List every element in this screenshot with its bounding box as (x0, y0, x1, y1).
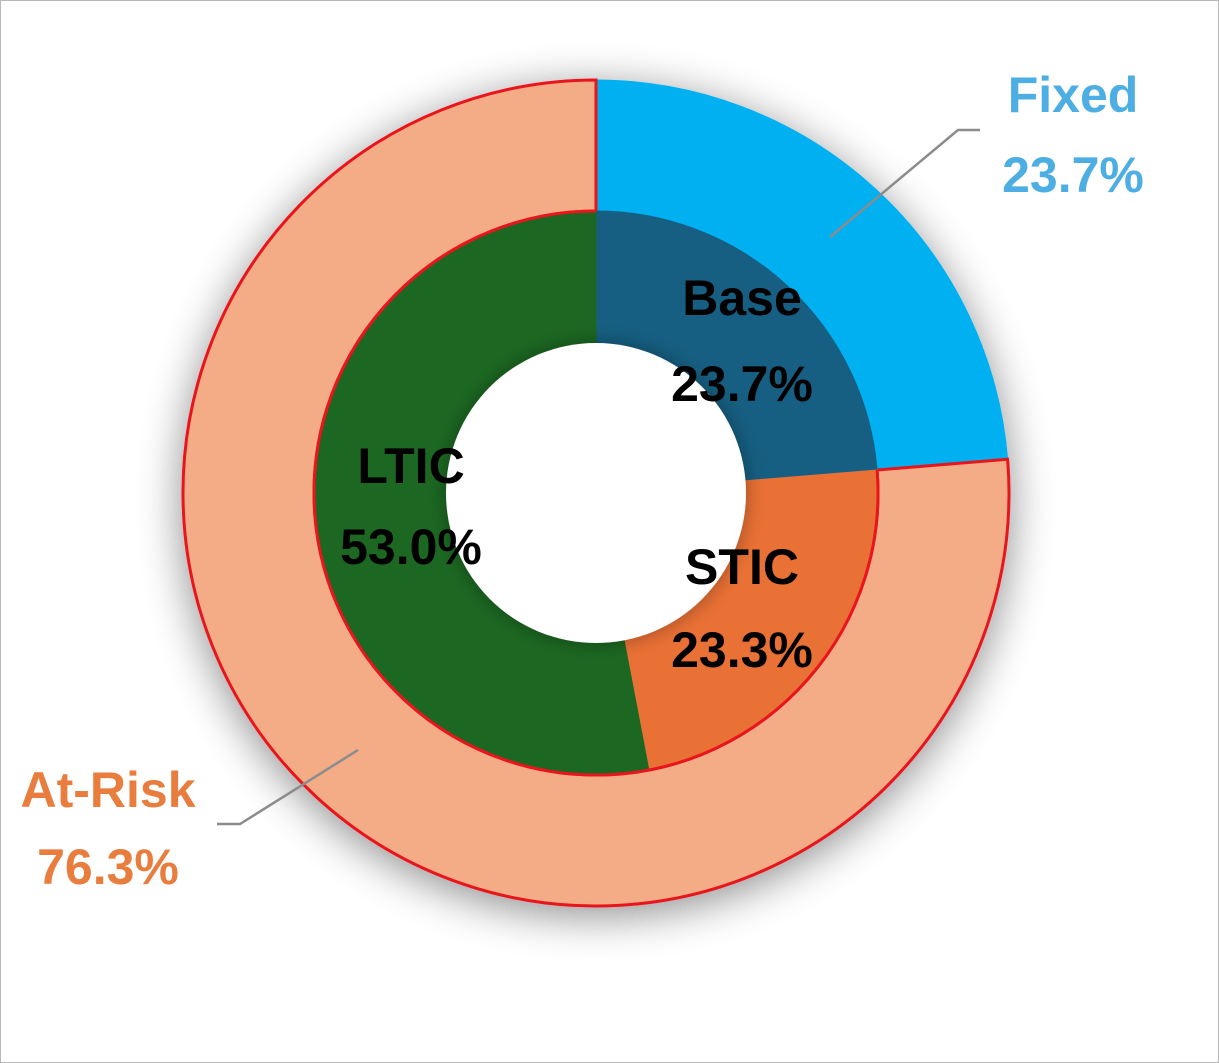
outer-value-at-risk: 76.3% (37, 839, 179, 895)
outer-label-at-risk: At-Risk (20, 762, 195, 818)
donut-hole (446, 343, 746, 643)
leader-line-fixed (829, 128, 980, 238)
inner-label-ltic: LTIC (357, 438, 464, 494)
inner-label-stic: STIC (685, 539, 799, 595)
inner-value-stic: 23.3% (671, 622, 813, 678)
at-risk-outline (312, 209, 880, 777)
inner-value-ltic: 53.0% (340, 519, 482, 575)
leader-line-at-risk (217, 748, 359, 826)
inner-label-base: Base (682, 270, 802, 326)
outer-label-fixed: Fixed (1008, 67, 1139, 123)
inner-value-base: 23.7% (671, 356, 813, 412)
outer-value-fixed: 23.7% (1002, 147, 1144, 203)
